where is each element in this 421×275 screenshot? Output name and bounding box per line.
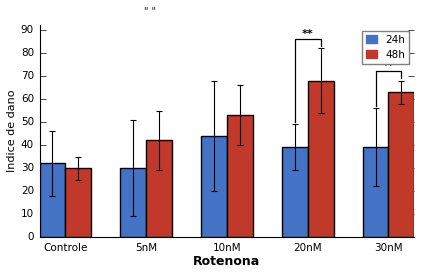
- Bar: [227, 115, 253, 237]
- Bar: [201, 136, 227, 237]
- Bar: [389, 92, 414, 237]
- X-axis label: Rotenona: Rotenona: [193, 255, 261, 268]
- Bar: [40, 163, 65, 237]
- Bar: [120, 168, 146, 237]
- Text: " ": " ": [144, 7, 157, 17]
- Bar: [308, 81, 333, 237]
- Bar: [146, 141, 172, 237]
- Y-axis label: Indice de dano: Indice de dano: [7, 90, 17, 172]
- Text: **: **: [302, 29, 314, 38]
- Bar: [362, 147, 389, 237]
- Text: **: **: [383, 61, 394, 71]
- Bar: [282, 147, 308, 237]
- Legend: 24h, 48h: 24h, 48h: [362, 31, 409, 64]
- Bar: [65, 168, 91, 237]
